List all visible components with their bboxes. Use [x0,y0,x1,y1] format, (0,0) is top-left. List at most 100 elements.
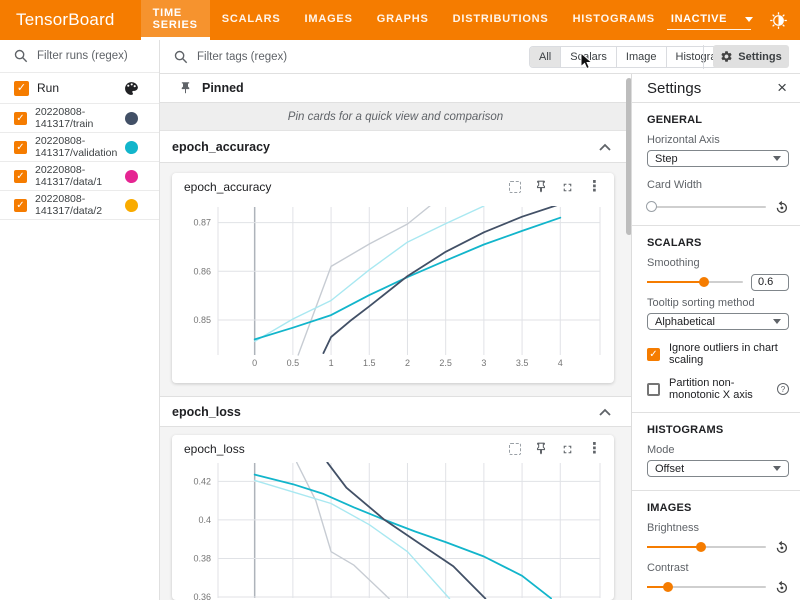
fullscreen-icon[interactable] [561,181,574,194]
search-icon [14,49,28,63]
brightness-icon [770,11,788,29]
run-row[interactable]: 20220808-141317/train [0,104,159,133]
brightness-slider-row [647,540,789,554]
svg-text:0.42: 0.42 [193,476,211,486]
chevron-up-icon[interactable] [599,408,611,416]
pin-outline-icon[interactable] [534,442,548,456]
histograms-heading: HISTOGRAMS [647,424,724,436]
fit-domain-icon[interactable] [509,181,521,193]
smoothing-slider[interactable] [647,277,743,287]
settings-panel-title: Settings [647,79,702,97]
settings-button-label: Settings [738,50,782,63]
search-icon [174,50,188,63]
tab-graphs[interactable]: GRAPHS [376,12,429,25]
pinned-header: Pinned [160,74,631,103]
slider-knob[interactable] [663,582,674,592]
close-icon[interactable]: × [777,78,787,97]
run-checkbox[interactable] [14,140,27,154]
svg-text:0.5: 0.5 [287,358,300,368]
run-checkbox[interactable] [14,169,27,183]
run-row[interactable]: 20220808-141317/validation [0,133,159,162]
brightness-slider[interactable] [647,542,766,552]
epoch-accuracy-chart[interactable]: 0 0.5 1 1.5 2 2.5 3 3.5 4 0.85 0.86 0.87 [176,199,610,379]
runs-header-label: Run [37,81,60,95]
filter-tags-input[interactable] [197,50,367,63]
settings-panel-header: Settings × [632,74,800,103]
svg-text:2: 2 [405,358,410,368]
tab-histograms[interactable]: HISTOGRAMS [572,12,655,25]
settings-button[interactable]: Settings [713,45,789,68]
run-name: 20220808- 141317/data/2 [35,193,103,217]
reset-icon[interactable] [774,200,789,215]
reset-icon[interactable] [774,580,789,595]
run-status-dropdown[interactable]: INACTIVE [666,10,754,30]
fullscreen-icon[interactable] [561,443,574,456]
run-row[interactable]: 20220808-141317/data/2 [0,191,159,220]
run-checkbox[interactable] [14,198,27,212]
more-options-icon[interactable]: ⋮ [587,178,602,195]
main-scrollbar[interactable] [626,78,631,235]
tab-images[interactable]: IMAGES [304,12,353,25]
smoothing-value-input[interactable]: 0.6 [751,273,789,291]
tab-distributions[interactable]: DISTRIBUTIONS [452,12,549,25]
toolbar-divider [703,45,704,69]
slider-knob[interactable] [645,201,657,212]
help-icon[interactable]: ? [777,383,789,395]
svg-text:0.85: 0.85 [193,315,211,325]
chevron-down-icon [745,16,754,22]
contrast-slider-row [647,580,789,594]
histogram-mode-select[interactable]: Offset [647,460,789,477]
run-color-dot [125,198,138,212]
ignore-outliers-checkbox[interactable] [647,347,660,361]
reset-icon[interactable] [774,540,789,555]
run-status-value: INACTIVE [670,13,728,25]
card-width-label: Card Width [647,179,703,191]
svg-text:3: 3 [481,358,486,368]
svg-text:1: 1 [329,358,334,368]
pin-outline-icon[interactable] [534,180,548,194]
card-title: epoch_loss [184,442,245,456]
more-options-icon[interactable]: ⋮ [587,440,602,457]
tooltip-sorting-select[interactable]: Alphabetical [647,313,789,330]
images-heading: IMAGES [647,502,692,514]
filter-scalars-button[interactable]: Scalars [560,47,616,67]
run-color-dot [125,169,138,183]
run-name: 20220808- 141317/train [35,106,94,130]
app-header: TensorBoard TIME SERIES SCALARS IMAGES G… [0,0,800,40]
smoothing-slider-row: 0.6 [647,273,789,291]
brightness-label: Brightness [647,522,699,534]
palette-icon[interactable] [124,81,139,96]
partition-x-axis-checkbox[interactable] [647,382,660,396]
contrast-slider[interactable] [647,582,766,592]
header-actions: INACTIVE [666,7,800,33]
fit-domain-icon[interactable] [509,443,521,455]
run-name: 20220808- 141317/validation [35,135,118,159]
main-content: Pinned Pin cards for a quick view and co… [160,74,631,600]
divider [632,225,800,226]
histogram-mode-label: Mode [647,444,675,456]
slider-knob[interactable] [695,542,706,552]
tab-time-series[interactable]: TIME SERIES [140,0,210,40]
epoch-loss-chart[interactable]: 0.36 0.38 0.4 0.42 [176,459,610,600]
svg-text:0.86: 0.86 [193,266,211,276]
section-header-epoch-loss: epoch_loss [160,396,631,427]
brightness-toggle-button[interactable] [766,7,792,33]
scalar-card-epoch-accuracy: epoch_accuracy ⋮ 0 0.5 1 1.5 2 2.5 3 3.5 4 0.85 0.… [172,173,614,383]
svg-text:3.5: 3.5 [516,358,529,368]
filter-runs-input[interactable] [37,50,147,62]
card-toolbar: ⋮ [509,178,602,195]
filter-all-button[interactable]: All [530,47,561,67]
horizontal-axis-select[interactable]: Step [647,150,789,167]
select-all-runs-checkbox[interactable] [14,80,29,96]
run-checkbox[interactable] [14,111,27,125]
partition-x-axis-row: Partition non-monotonic X axis ? [647,377,789,401]
card-width-slider[interactable] [645,201,766,212]
slider-knob[interactable] [698,277,709,287]
tab-scalars[interactable]: SCALARS [221,12,281,25]
chevron-up-icon[interactable] [599,143,611,151]
filter-image-button[interactable]: Image [615,47,666,67]
run-color-dot [125,140,138,154]
card-toolbar: ⋮ [509,440,602,457]
run-row[interactable]: 20220808-141317/data/1 [0,162,159,191]
